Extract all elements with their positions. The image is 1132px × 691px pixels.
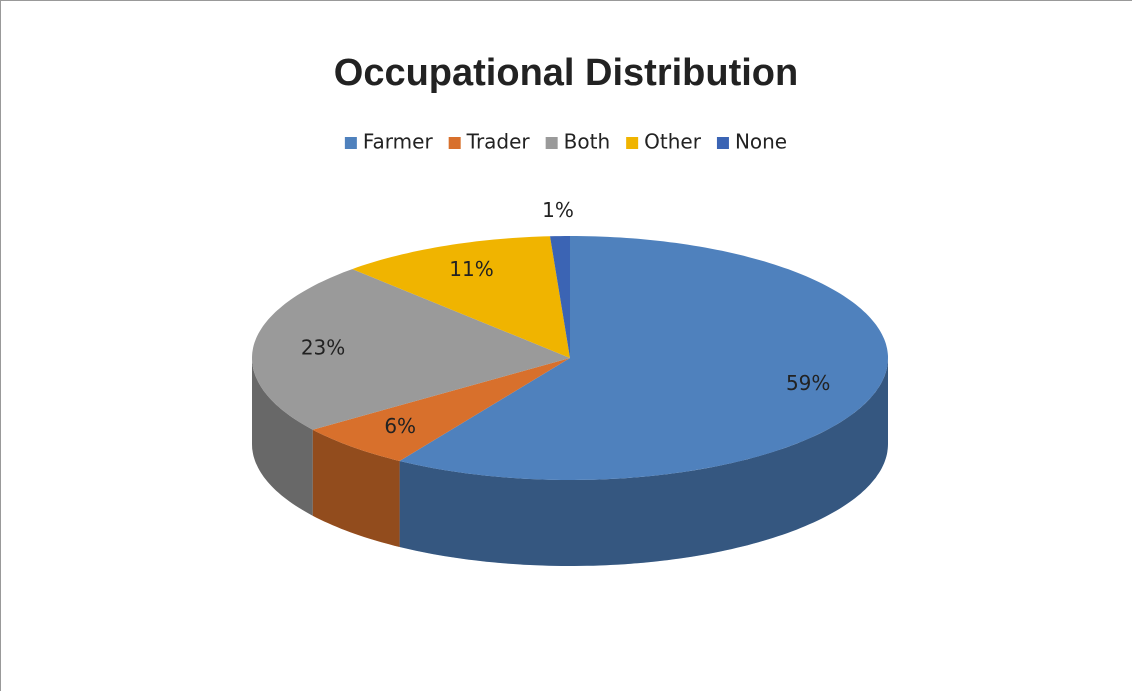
slice-side-shade <box>252 358 313 516</box>
legend-label: None <box>735 130 787 154</box>
slice <box>352 236 570 358</box>
slice <box>399 236 888 480</box>
legend-swatch <box>716 137 729 149</box>
legend-swatch <box>626 137 639 149</box>
slice-side <box>399 358 888 566</box>
slice-side-shade <box>399 358 888 566</box>
data-label: 59% <box>786 371 830 395</box>
data-label: 1% <box>542 198 574 222</box>
slice <box>550 236 570 358</box>
legend-label: Both <box>564 130 610 154</box>
slice <box>312 358 570 461</box>
legend-swatch <box>545 137 558 149</box>
data-label: 6% <box>384 414 416 438</box>
slice-side <box>312 429 400 547</box>
slice-side-shade <box>312 429 400 547</box>
data-label: 23% <box>301 336 345 360</box>
legend-label: Farmer <box>363 130 434 154</box>
chart-title: Occupational Distribution <box>334 52 798 94</box>
slice-side <box>252 358 313 516</box>
legend-swatch <box>448 137 461 149</box>
legend-label: Other <box>644 130 702 154</box>
data-label: 11% <box>449 257 493 281</box>
slice <box>252 269 570 430</box>
legend-label: Trader <box>466 130 531 154</box>
legend-swatch <box>344 137 357 149</box>
